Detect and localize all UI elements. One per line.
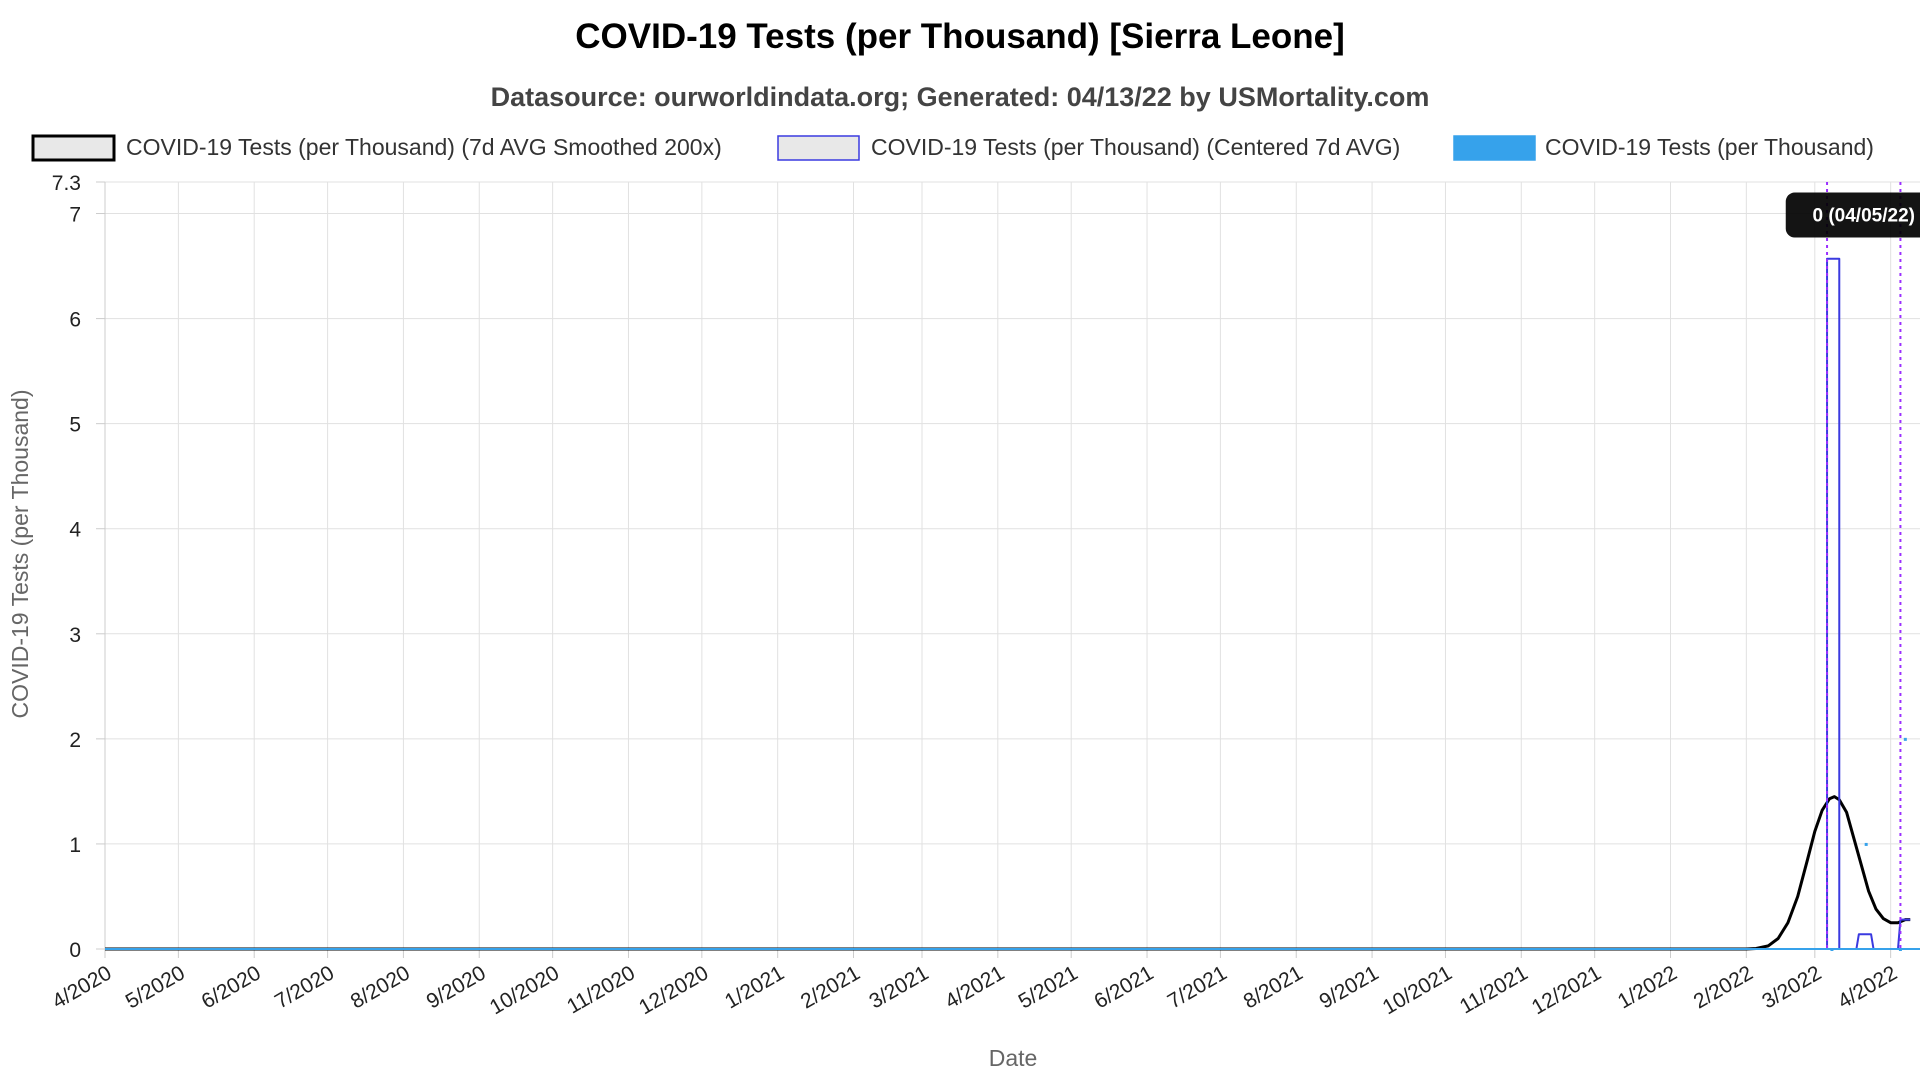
legend: COVID-19 Tests (per Thousand) (7d AVG Sm…	[31, 134, 1874, 162]
series-line	[105, 795, 1911, 951]
y-axis-label: COVID-19 Tests (per Thousand)	[7, 390, 33, 719]
x-tick-label: 4/2022	[1834, 961, 1901, 1013]
data-point	[1903, 737, 1907, 741]
data-point	[1898, 948, 1902, 951]
y-tick-label: 4	[69, 519, 81, 542]
y-tick-label: 7.3	[52, 172, 81, 195]
y-tick-label: 1	[69, 834, 81, 857]
legend-swatch	[1453, 135, 1536, 161]
y-tick-label: 5	[69, 414, 81, 437]
series-layer	[105, 257, 1920, 951]
x-tick-label: 12/2020	[635, 961, 712, 1019]
legend-label: COVID-19 Tests (per Thousand)	[1545, 134, 1874, 160]
y-tick-label: 2	[69, 729, 81, 752]
tooltip: 0 (04/05/22)	[1785, 192, 1920, 238]
y-tick-label: 0	[69, 939, 81, 962]
x-tick-label: 6/2021	[1090, 961, 1157, 1013]
chart-title: COVID-19 Tests (per Thousand) [Sierra Le…	[575, 17, 1345, 56]
tooltip-text: 0 (04/05/22)	[1813, 206, 1915, 227]
x-tick-label: 7/2021	[1164, 961, 1231, 1013]
legend-label: COVID-19 Tests (per Thousand) (Centered …	[871, 134, 1400, 160]
tooltip-layer: 0 (04/05/22)	[1785, 192, 1920, 238]
x-axis-ticks: 4/2020 5/2020 6/2020 7/2020 8/2020 9/202010/2…	[48, 961, 1901, 1019]
y-tick-label: 7	[69, 204, 81, 227]
legend-item: COVID-19 Tests (per Thousand) (Centered …	[777, 134, 1400, 161]
legend-swatch	[777, 135, 860, 161]
x-tick-label: 1/2021	[721, 961, 788, 1013]
chart-subtitle: Datasource: ourworldindata.org; Generate…	[491, 82, 1430, 112]
x-tick-label: 3/2021	[865, 961, 932, 1013]
x-tick-label: 6/2020	[198, 961, 265, 1013]
legend-label: COVID-19 Tests (per Thousand) (7d AVG Sm…	[126, 134, 722, 160]
x-tick-label: 2/2022	[1690, 961, 1757, 1013]
x-tick-label: 12/2021	[1528, 961, 1605, 1019]
y-tick-label: 6	[69, 309, 81, 332]
x-tick-label: 8/2021	[1240, 961, 1307, 1013]
legend-item: COVID-19 Tests (per Thousand) (7d AVG Sm…	[31, 134, 722, 162]
x-tick-label: 7/2020	[271, 961, 338, 1013]
x-tick-label: 11/2020	[563, 961, 639, 1018]
legend-swatch	[31, 134, 116, 162]
y-tick-label: 3	[69, 624, 81, 647]
x-tick-label: 9/2020	[423, 961, 490, 1013]
x-tick-label: 5/2021	[1015, 961, 1082, 1013]
x-tick-label: 4/2020	[48, 961, 115, 1013]
data-point	[1864, 842, 1868, 846]
x-tick-label: 10/2020	[486, 961, 563, 1019]
x-tick-label: 11/2021	[1456, 961, 1532, 1018]
x-tick-label: 2/2021	[797, 961, 864, 1013]
legend-item: COVID-19 Tests (per Thousand)	[1453, 134, 1874, 161]
data-point	[1830, 948, 1834, 951]
x-tick-label: 8/2020	[347, 961, 414, 1013]
grid	[96, 181, 1920, 958]
x-tick-label: 10/2021	[1379, 961, 1456, 1019]
x-axis-label: Date	[989, 1045, 1038, 1071]
tooltip-box	[1785, 192, 1920, 238]
x-tick-label: 1/2022	[1614, 961, 1681, 1013]
x-tick-label: 9/2021	[1315, 961, 1382, 1013]
y-axis-ticks: 0 1 2 3 4 5 6 7 7.3	[52, 172, 82, 962]
annotation-layer	[1826, 182, 1902, 949]
x-tick-label: 4/2021	[941, 961, 1008, 1013]
x-tick-label: 3/2022	[1758, 961, 1825, 1013]
x-tick-label: 5/2020	[122, 961, 189, 1013]
series-line	[105, 257, 1911, 950]
